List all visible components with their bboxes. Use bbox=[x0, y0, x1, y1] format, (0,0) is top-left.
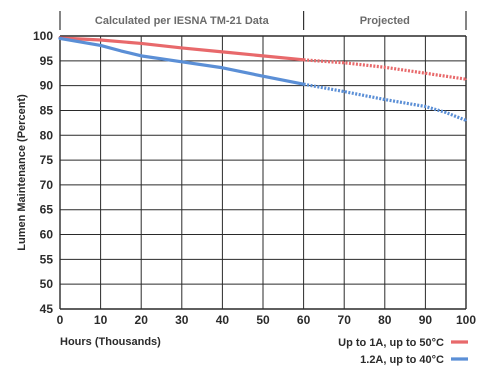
x-tick-label: 0 bbox=[57, 313, 64, 327]
x-tick-label: 50 bbox=[256, 313, 270, 327]
data-point bbox=[221, 66, 224, 69]
y-tick-label: 75 bbox=[40, 153, 54, 167]
x-tick-label: 20 bbox=[135, 313, 149, 327]
x-tick-label: 40 bbox=[216, 313, 230, 327]
y-tick-label: 90 bbox=[40, 79, 54, 93]
series-line-projected bbox=[303, 82, 467, 122]
y-tick-label: 100 bbox=[33, 29, 53, 43]
data-point bbox=[120, 50, 122, 52]
data-point bbox=[140, 55, 142, 57]
y-tick-label: 70 bbox=[40, 178, 54, 192]
x-tick-label: 30 bbox=[175, 313, 189, 327]
data-point bbox=[140, 42, 142, 45]
data-point bbox=[384, 66, 386, 69]
y-tick-label: 60 bbox=[40, 228, 54, 242]
y-tick-label: 85 bbox=[40, 103, 54, 117]
x-axis-label: Hours (Thousands) bbox=[60, 336, 161, 348]
data-point bbox=[99, 44, 102, 47]
header-section-label: Projected bbox=[360, 15, 410, 27]
x-tick-label: 90 bbox=[419, 313, 433, 327]
data-point bbox=[302, 83, 305, 85]
data-point bbox=[343, 90, 346, 93]
data-point bbox=[181, 47, 183, 49]
data-point bbox=[79, 41, 82, 43]
header-section-label: Calculated per IESNA TM-21 Data bbox=[95, 15, 270, 27]
data-point bbox=[262, 75, 264, 78]
data-point bbox=[181, 61, 183, 63]
x-tick-label: 60 bbox=[297, 313, 311, 327]
data-point bbox=[99, 39, 102, 41]
data-point bbox=[465, 119, 467, 122]
y-tick-label: 95 bbox=[40, 54, 54, 68]
data-point bbox=[221, 51, 224, 53]
data-point bbox=[424, 105, 427, 108]
legend-label: Up to 1A, up to 50°C bbox=[338, 337, 444, 349]
data-point bbox=[384, 98, 386, 101]
data-point bbox=[444, 111, 447, 114]
legend-label: 1.2A, up to 40°C bbox=[360, 354, 444, 366]
data-point bbox=[424, 72, 427, 75]
x-tick-label: 80 bbox=[378, 313, 392, 327]
y-tick-label: 65 bbox=[40, 203, 54, 217]
y-tick-label: 50 bbox=[40, 277, 54, 291]
data-point bbox=[59, 37, 61, 40]
x-tick-label: 10 bbox=[94, 313, 108, 327]
data-point bbox=[302, 59, 305, 61]
y-tick-label: 45 bbox=[40, 302, 54, 316]
y-tick-label: 55 bbox=[40, 252, 54, 266]
x-tick-label: 100 bbox=[456, 313, 476, 327]
y-tick-label: 80 bbox=[40, 128, 54, 142]
data-point bbox=[465, 78, 467, 80]
data-point bbox=[262, 55, 264, 57]
data-point bbox=[343, 62, 346, 64]
x-tick-label: 70 bbox=[338, 313, 352, 327]
y-axis-label: Lumen Maintenance (Percent) bbox=[16, 94, 28, 251]
